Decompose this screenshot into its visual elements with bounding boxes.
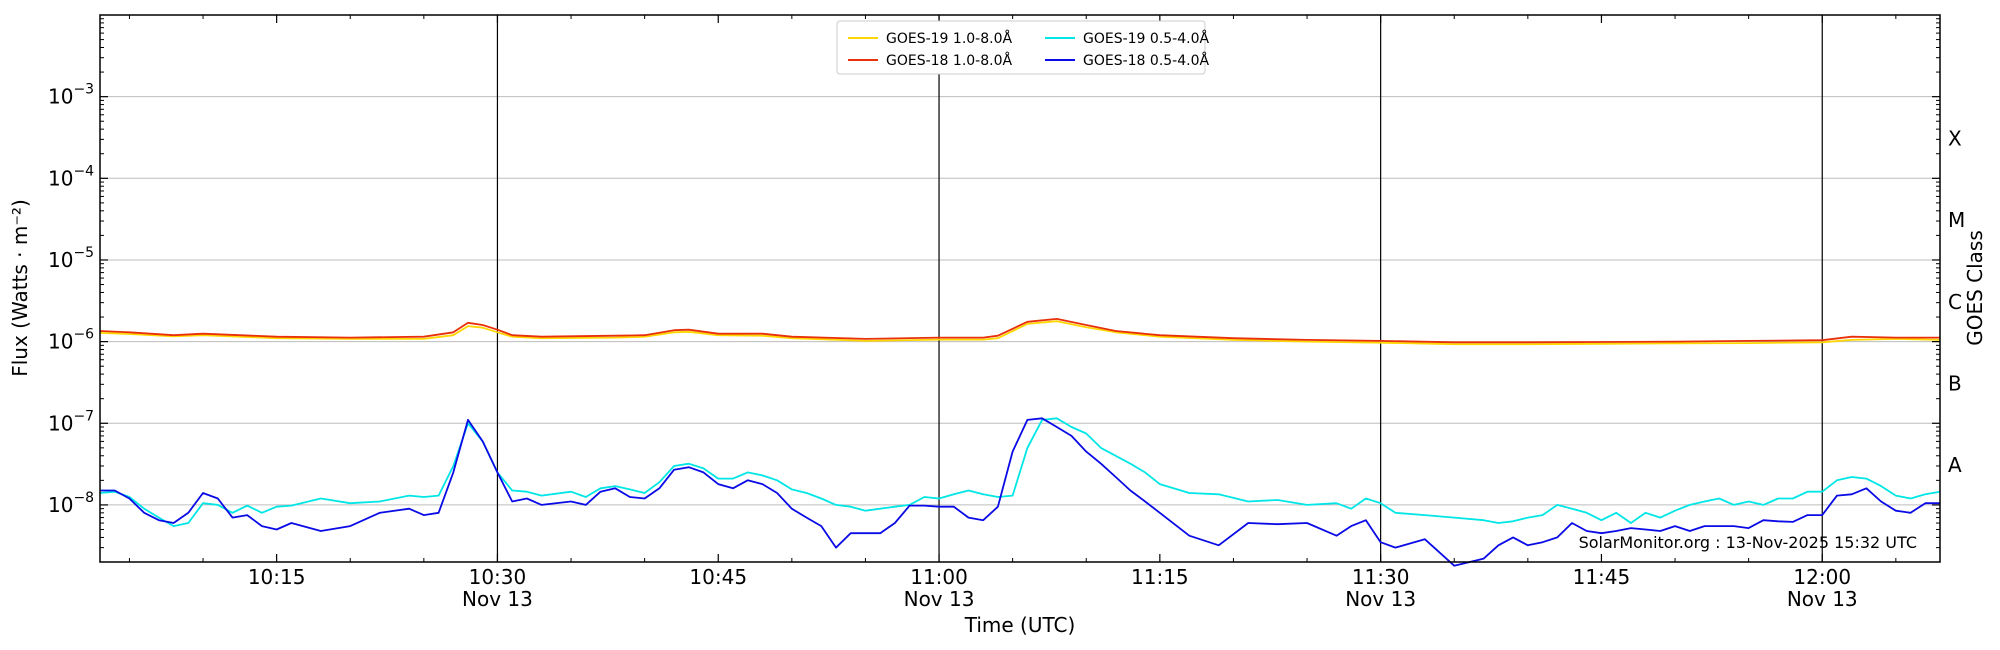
- x-tick-label: 11:30: [1352, 565, 1410, 589]
- legend-label: GOES-18 1.0-8.0Å: [886, 52, 1012, 69]
- y-tick-label: 10−7: [48, 408, 94, 435]
- x-tick-label: 11:45: [1573, 565, 1631, 589]
- x-tick-label: 11:00: [910, 565, 968, 589]
- legend-label: GOES-18 0.5-4.0Å: [1083, 52, 1209, 69]
- series-line: [99, 317, 1940, 344]
- x-tick-date-label: Nov 13: [462, 587, 533, 611]
- y-axis-ticks: 10−8 10−7 10−6 10−5 10−4 10−3: [48, 18, 1940, 549]
- chart-legend: GOES-19 1.0-8.0Å GOES-18 1.0-8.0Å GOES-19 …: [836, 20, 1209, 75]
- goes-class-label: C: [1948, 290, 1962, 314]
- y-tick-label: 10−6: [48, 327, 94, 354]
- y-tick-label: 10−5: [48, 245, 94, 272]
- plot-frame: [99, 14, 1941, 563]
- legend-label: GOES-19 0.5-4.0Å: [1083, 30, 1209, 47]
- goes-class-label: B: [1948, 371, 1962, 395]
- series-line: [99, 417, 1941, 527]
- goes-class-label: A: [1948, 453, 1962, 477]
- x-tick-label: 10:30: [469, 565, 527, 589]
- x-tick-label: 10:15: [248, 565, 306, 589]
- chart-grid: [100, 96, 1940, 506]
- legend-label: GOES-19 1.0-8.0Å: [886, 30, 1012, 47]
- credit-text: SolarMonitor.org : 13-Nov-2025 15:32 UTC: [1579, 533, 1917, 552]
- legend-box: [836, 20, 1206, 75]
- x-tick-date-label: Nov 13: [1787, 587, 1858, 611]
- y-tick-label: 10−3: [48, 82, 94, 109]
- y-tick-label: 10−4: [48, 163, 94, 190]
- goes-class-label: X: [1948, 126, 1962, 150]
- chart-series-group: [99, 317, 1941, 567]
- x-tick-date-label: Nov 13: [1345, 587, 1416, 611]
- series-line: [100, 417, 1940, 567]
- x-tick-label: 11:15: [1131, 565, 1189, 589]
- y-tick-label: 10−8: [48, 490, 94, 517]
- x-tick-date-label: Nov 13: [904, 587, 975, 611]
- goes-class-label: M: [1948, 208, 1965, 232]
- goes-class-labels: A B C M X: [1948, 126, 1965, 477]
- x-axis-label: Time (UTC): [964, 613, 1076, 637]
- x-tick-label: 12:00: [1793, 565, 1851, 589]
- x-tick-label: 10:45: [689, 565, 747, 589]
- right-axis-label: GOES Class: [1963, 230, 1987, 346]
- y-axis-label: Flux (Watts · m⁻²): [8, 199, 32, 377]
- series-line: [99, 320, 1941, 346]
